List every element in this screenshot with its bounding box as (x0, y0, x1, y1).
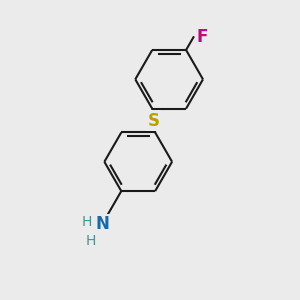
Text: S: S (148, 112, 160, 130)
Text: H: H (81, 215, 92, 229)
Text: H: H (86, 234, 96, 248)
Text: N: N (95, 215, 109, 233)
Text: F: F (197, 28, 208, 46)
